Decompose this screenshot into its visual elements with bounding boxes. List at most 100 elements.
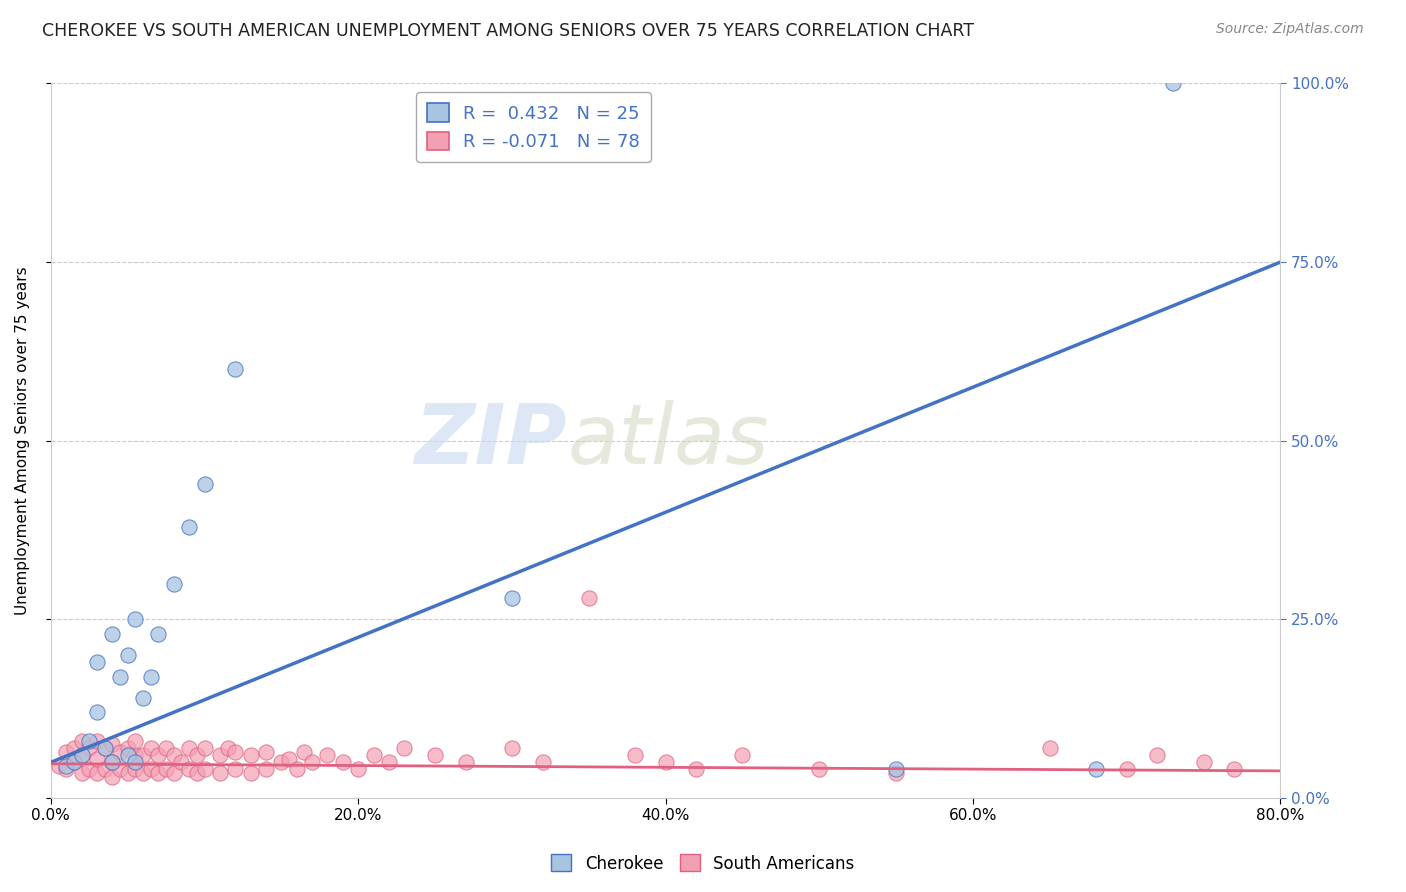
Point [55, 759, 77, 773]
Point [132, 748, 155, 763]
Point [139, 669, 162, 683]
Point [101, 770, 124, 784]
Text: atlas: atlas [567, 401, 769, 482]
Point [193, 741, 215, 756]
Point [239, 766, 262, 780]
Point [117, 766, 139, 780]
Point [124, 763, 146, 777]
Point [179, 763, 201, 777]
Point [394, 741, 416, 756]
Point [454, 756, 477, 770]
Y-axis label: Unemployment Among Seniors over 75 years: Unemployment Among Seniors over 75 years [15, 267, 30, 615]
Point [270, 756, 292, 770]
Point [1192, 756, 1215, 770]
Point [77, 763, 100, 777]
Point [186, 748, 208, 763]
Point [86, 752, 108, 766]
Point [1115, 763, 1137, 777]
Point [48, 759, 70, 773]
Point [93, 763, 115, 777]
Point [86, 766, 108, 780]
Point [193, 476, 215, 491]
Point [884, 763, 907, 777]
Point [101, 626, 124, 640]
Point [163, 748, 186, 763]
Point [77, 741, 100, 756]
Point [294, 745, 316, 759]
Point [193, 763, 215, 777]
Point [124, 748, 146, 763]
Point [86, 706, 108, 720]
Point [1084, 763, 1107, 777]
Point [254, 745, 277, 759]
Point [124, 734, 146, 748]
Point [155, 763, 177, 777]
Point [101, 738, 124, 752]
Point [155, 741, 177, 756]
Point [332, 756, 354, 770]
Point [578, 591, 600, 605]
Point [239, 748, 262, 763]
Point [423, 748, 446, 763]
Point [124, 756, 146, 770]
Point [148, 748, 170, 763]
Point [77, 734, 100, 748]
Point [654, 756, 676, 770]
Point [108, 763, 131, 777]
Point [108, 745, 131, 759]
Point [808, 763, 831, 777]
Point [93, 741, 115, 756]
Point [285, 763, 308, 777]
Legend: R =  0.432   N = 25, R = -0.071   N = 78: R = 0.432 N = 25, R = -0.071 N = 78 [416, 93, 651, 161]
Point [224, 362, 246, 376]
Point [86, 655, 108, 669]
Point [731, 748, 754, 763]
Point [163, 766, 186, 780]
Point [685, 763, 707, 777]
Text: Source: ZipAtlas.com: Source: ZipAtlas.com [1216, 22, 1364, 37]
Point [163, 576, 186, 591]
Point [63, 756, 86, 770]
Point [1146, 748, 1168, 763]
Point [179, 519, 201, 533]
Point [139, 763, 162, 777]
Point [148, 626, 170, 640]
Point [124, 612, 146, 626]
Point [1223, 763, 1246, 777]
Point [254, 763, 277, 777]
Point [63, 741, 86, 756]
Point [884, 766, 907, 780]
Point [186, 766, 208, 780]
Point [132, 691, 155, 706]
Point [108, 669, 131, 683]
Text: CHEROKEE VS SOUTH AMERICAN UNEMPLOYMENT AMONG SENIORS OVER 75 YEARS CORRELATION : CHEROKEE VS SOUTH AMERICAN UNEMPLOYMENT … [42, 22, 974, 40]
Point [70, 766, 93, 780]
Point [217, 741, 239, 756]
Point [624, 748, 647, 763]
Point [101, 756, 124, 770]
Point [132, 766, 155, 780]
Point [378, 756, 401, 770]
Point [70, 748, 93, 763]
Legend: Cherokee, South Americans: Cherokee, South Americans [544, 847, 862, 880]
Point [278, 752, 301, 766]
Point [501, 591, 523, 605]
Point [301, 756, 323, 770]
Point [1039, 741, 1062, 756]
Text: ZIP: ZIP [415, 401, 567, 482]
Point [139, 741, 162, 756]
Point [347, 763, 370, 777]
Point [117, 648, 139, 662]
Point [1161, 77, 1184, 91]
Point [148, 766, 170, 780]
Point [63, 756, 86, 770]
Point [224, 763, 246, 777]
Point [170, 756, 193, 770]
Point [117, 748, 139, 763]
Point [93, 741, 115, 756]
Point [501, 741, 523, 756]
Point [363, 748, 385, 763]
Point [316, 748, 339, 763]
Point [55, 745, 77, 759]
Point [117, 741, 139, 756]
